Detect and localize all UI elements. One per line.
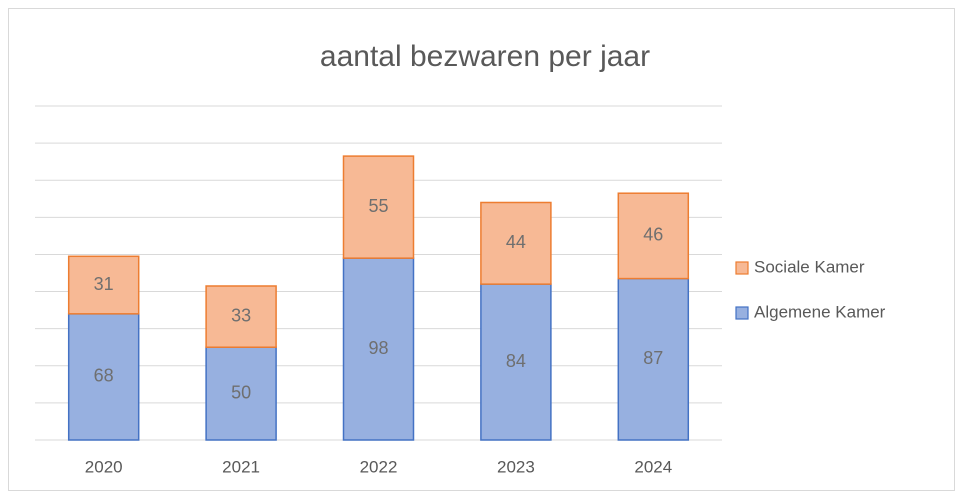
x-tick-label: 2023 — [497, 457, 535, 476]
data-label: 84 — [506, 351, 526, 371]
data-label: 31 — [94, 274, 114, 294]
bar-segment — [617, 192, 690, 280]
data-label: 50 — [231, 382, 251, 402]
data-label: 98 — [368, 338, 388, 358]
x-tick-label: 2021 — [222, 457, 260, 476]
bar-segment — [205, 346, 277, 441]
bar-segment — [67, 255, 140, 315]
x-tick-label: 2020 — [85, 457, 123, 476]
bar-segment — [342, 155, 415, 259]
bar-segment — [480, 201, 552, 285]
bar-segment — [67, 313, 140, 441]
data-label: 33 — [231, 305, 251, 325]
data-label: 46 — [643, 225, 663, 245]
chart-title: aantal bezwaren per jaar — [320, 40, 650, 73]
bar-segment — [205, 285, 277, 348]
legend-swatch — [735, 306, 749, 320]
data-label: 55 — [368, 196, 388, 216]
legend-label: Algemene Kamer — [754, 302, 886, 321]
x-tick-label: 2024 — [634, 457, 672, 476]
bar-segment — [342, 257, 415, 441]
legend-swatch — [735, 261, 749, 275]
data-label: 68 — [94, 366, 114, 386]
bar-segment — [480, 283, 552, 441]
bar-segment — [617, 277, 690, 441]
data-label: 87 — [643, 348, 663, 368]
x-tick-label: 2022 — [360, 457, 398, 476]
legend-label: Sociale Kamer — [754, 257, 865, 276]
data-label: 44 — [506, 232, 526, 252]
